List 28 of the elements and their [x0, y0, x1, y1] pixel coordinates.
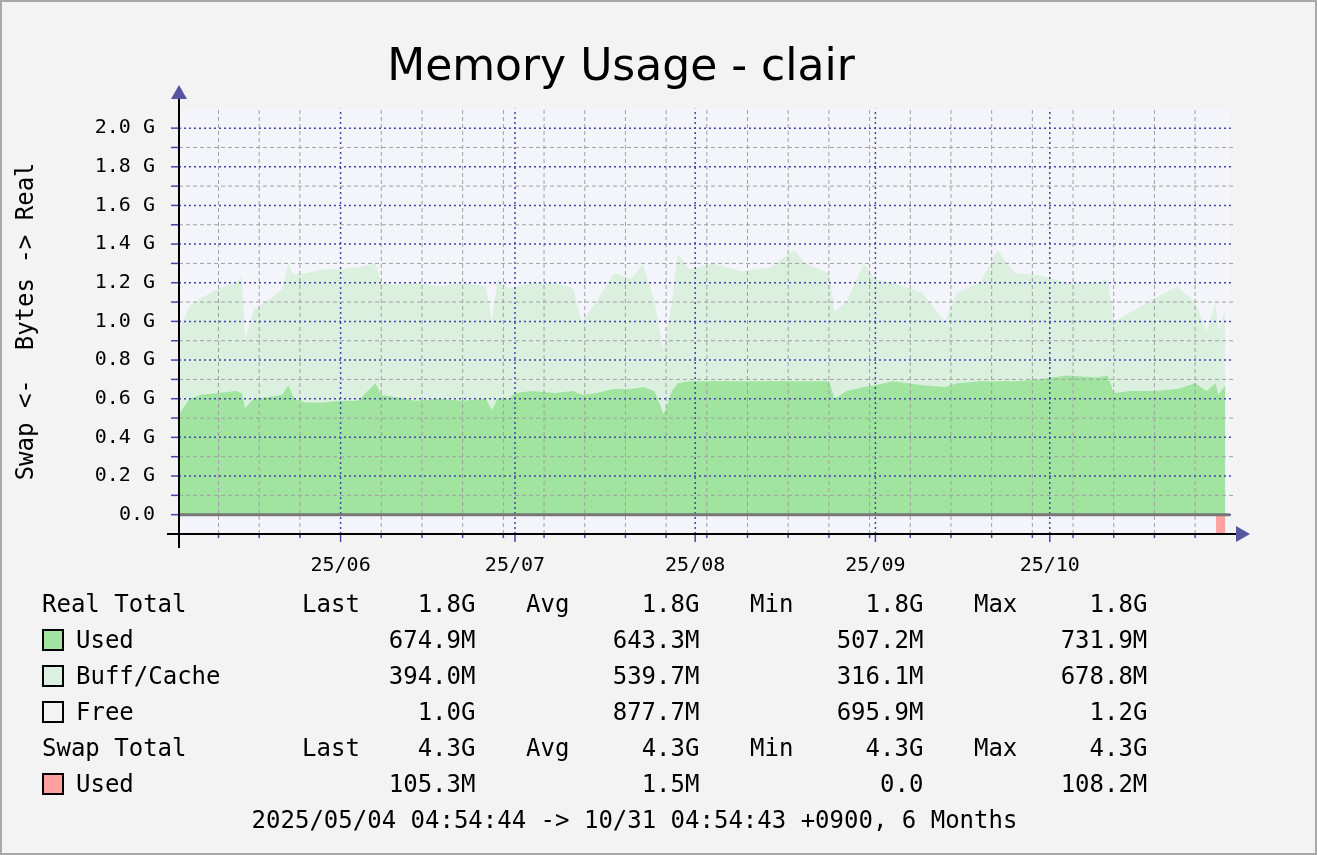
text: 105.3M 1.5M 0.0 108.2M — [388, 770, 1148, 798]
x-tick-label: 25/10 — [1019, 552, 1080, 577]
y-tick-label: 0.0 — [118, 500, 155, 525]
legend-label: Used — [76, 770, 134, 798]
y-tick-label: 0.4 G — [94, 423, 155, 448]
y-tick-label: 1.6 G — [94, 191, 155, 216]
x-tick-label: 25/09 — [845, 552, 906, 577]
y-tick-label: 0.2 G — [94, 462, 155, 487]
text: Real Total Last 1.8G Avg 1.8G Min 1.8G Max 1.8G — [42, 590, 1148, 618]
y-tick-label: 0.6 G — [94, 384, 155, 409]
x-tick-label: 25/07 — [484, 552, 546, 577]
text: Free 1.0G 877.7M 695.9M 1.2G — [76, 698, 1148, 726]
text: 2025/05/04 04:54:44 -> 10/31 04:54:43 +0900, 6 Months — [250, 805, 1019, 836]
text: 674.9M 643.3M 507.2M 731.9M — [388, 626, 1148, 654]
text: Swap Total Last 4.3G Avg 4.3G Min 4.3G Max 4.3G — [42, 734, 1148, 762]
x-tick-label: 25/06 — [310, 552, 371, 577]
y-tick-label: 0.8 G — [94, 346, 155, 371]
x-tick-label: 25/08 — [665, 552, 726, 577]
chart-title: Memory Usage - clair — [387, 38, 856, 90]
y-axis-title: Swap <- Bytes -> Real — [10, 162, 39, 481]
y-tick-label: 1.2 G — [94, 268, 155, 293]
y-tick-label: 1.0 G — [94, 307, 155, 332]
legend-label: Buff/Cache — [76, 662, 221, 690]
y-tick-label: 1.4 G — [94, 230, 155, 255]
text: 394.0M 539.7M 316.1M 678.8M — [388, 662, 1148, 690]
y-tick-label: 2.0 G — [94, 114, 155, 139]
legend-label: Used — [76, 626, 134, 654]
y-tick-label: 1.8 G — [94, 152, 155, 177]
